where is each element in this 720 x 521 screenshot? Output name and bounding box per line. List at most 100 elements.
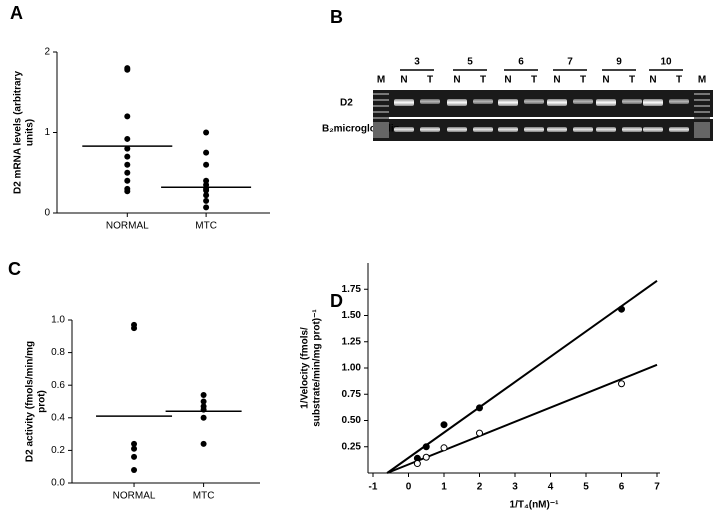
dot	[124, 169, 131, 176]
dot	[200, 391, 207, 398]
y-axis-label: substrate/min/mg prot)⁻¹	[312, 309, 323, 427]
band	[498, 99, 518, 106]
x-tick-label: 1	[441, 482, 447, 493]
ladder	[373, 117, 389, 119]
y-tick-label: 0.4	[51, 412, 65, 423]
dot	[203, 187, 210, 194]
x-tick-label: 6	[619, 482, 625, 493]
dot	[203, 204, 210, 211]
ladder	[694, 122, 710, 138]
x-tick-label: 0	[406, 482, 412, 493]
x-tick-label: NORMAL	[106, 221, 149, 232]
ladder	[373, 111, 389, 113]
point	[476, 404, 483, 412]
lane-label: T	[480, 75, 486, 86]
dot	[203, 161, 210, 168]
band	[447, 127, 467, 132]
point	[440, 421, 448, 429]
dot	[131, 325, 138, 332]
ladder	[373, 105, 389, 107]
y-axis-label: units)	[25, 119, 36, 146]
row-label: D2	[340, 98, 353, 109]
band	[394, 127, 414, 132]
x-axis-label: 1/T₄(nM)⁻¹	[510, 500, 560, 511]
row-label: B₂microglobulin	[322, 124, 400, 135]
y-tick-label: 0.75	[342, 389, 362, 400]
ladder	[694, 117, 710, 119]
y-tick-label: 1.75	[342, 284, 362, 295]
ladder	[694, 111, 710, 113]
band	[447, 99, 467, 106]
band	[596, 99, 616, 106]
ladder	[694, 99, 710, 101]
lane-label: N	[400, 75, 407, 86]
point	[422, 453, 430, 461]
dot	[200, 414, 207, 421]
x-tick-label: 2	[477, 482, 483, 493]
x-tick-label: NORMAL	[113, 491, 156, 502]
band	[473, 127, 493, 132]
dot	[124, 188, 131, 195]
x-tick-label: MTC	[195, 221, 217, 232]
band	[622, 99, 642, 104]
dot	[124, 177, 131, 184]
panel-letter: A	[10, 3, 23, 23]
panel-letter: C	[8, 259, 21, 279]
lane-label: T	[580, 75, 586, 86]
band	[669, 99, 689, 104]
point	[618, 380, 625, 388]
y-tick-label: 0.2	[51, 445, 65, 456]
lane-label: N	[649, 75, 656, 86]
x-tick-label: 7	[654, 482, 660, 493]
ladder	[694, 93, 710, 95]
y-tick-label: 1.50	[342, 310, 362, 321]
y-axis-label: D2 mRNA levels (arbitrary	[13, 71, 24, 194]
x-tick-label: 5	[583, 482, 589, 493]
y-axis-label: 1/Velocity (fmols/	[300, 327, 311, 409]
y-tick-label: 0.50	[342, 415, 362, 426]
lane-label: T	[629, 75, 635, 86]
dot	[200, 398, 207, 405]
dot	[203, 129, 210, 136]
band	[524, 127, 544, 132]
dot	[131, 445, 138, 452]
sample-label: 9	[616, 57, 622, 68]
sample-label: 7	[567, 57, 573, 68]
sample-label: 5	[467, 57, 473, 68]
dot	[124, 161, 131, 168]
y-tick-label: 1.0	[51, 315, 65, 326]
y-tick-label: 1.00	[342, 363, 362, 374]
y-tick-label: 0	[44, 208, 50, 219]
x-tick-label: -1	[369, 482, 378, 493]
ladder	[373, 122, 389, 138]
sample-label: 6	[518, 57, 524, 68]
lane-label: M	[377, 75, 385, 86]
band	[643, 127, 663, 132]
x-tick-label: 3	[512, 482, 518, 493]
y-axis-label: prot)	[37, 390, 48, 413]
point	[618, 305, 625, 313]
band	[596, 127, 616, 132]
dot	[124, 66, 131, 73]
y-tick-label: 0.0	[51, 478, 65, 489]
lane-label: N	[553, 75, 560, 86]
dot	[200, 440, 207, 447]
dot	[203, 149, 210, 156]
band	[420, 127, 440, 132]
ladder	[373, 93, 389, 95]
point	[413, 460, 421, 468]
y-axis-label: D2 activity (fmols/min/mg	[25, 341, 36, 462]
dot	[124, 135, 131, 142]
band	[394, 99, 414, 106]
band	[498, 127, 518, 132]
fit-line	[386, 280, 658, 474]
y-tick-label: 2	[44, 47, 50, 58]
lane-label: T	[427, 75, 433, 86]
panel-letter: B	[330, 7, 343, 27]
ladder	[373, 99, 389, 101]
y-tick-label: 1	[44, 127, 50, 138]
band	[420, 99, 440, 104]
dot	[131, 440, 138, 447]
